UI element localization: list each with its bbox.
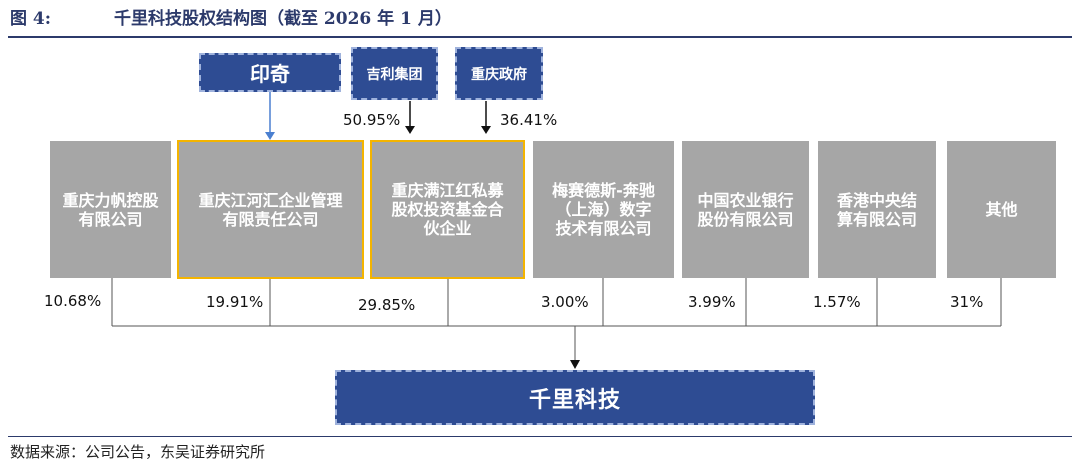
shareholder-others: 其他 [947, 141, 1056, 278]
percent-hkscc: 1.57% [813, 293, 861, 311]
percent-jianghehui: 19.91% [206, 293, 264, 311]
footer-divider [8, 436, 1072, 437]
figure-title: 图 4: 千里科技股权结构图（截至 2026 年 1 月） [10, 4, 452, 34]
arrowhead-yinqi [265, 132, 275, 140]
stake-gov-percent: 36.41% [500, 111, 558, 129]
entity-chongqing-government: 重庆政府 [455, 47, 543, 100]
stake-geely-percent: 50.95% [343, 111, 401, 129]
shareholder-hkscc: 香港中央结 算有限公司 [818, 141, 936, 278]
shareholder-manjianghong-fund: 重庆满江红私募 股权投资基金合 伙企业 [370, 140, 525, 279]
title-divider [8, 36, 1072, 38]
ownership-bus [111, 278, 1002, 362]
entity-geely-group: 吉利集团 [351, 47, 438, 100]
percent-manjianghong: 29.85% [358, 296, 416, 314]
figure-title-text: 千里科技股权结构图（截至 2026 年 1 月） [114, 9, 452, 29]
entity-yinqi: 印奇 [199, 53, 341, 92]
percent-others: 31% [950, 293, 984, 311]
percent-lifan: 10.68% [44, 292, 102, 310]
arrowhead-geely [405, 126, 415, 134]
percent-mercedes: 3.00% [541, 293, 589, 311]
percent-abc: 3.99% [688, 293, 736, 311]
source-note: 数据来源：公司公告，东吴证券研究所 [10, 443, 266, 461]
shareholder-mercedes-benz-digital: 梅赛德斯-奔驰 （上海）数字 技术有限公司 [533, 141, 674, 278]
shareholder-agricultural-bank: 中国农业银行 股份有限公司 [682, 141, 809, 278]
arrowhead-gov [481, 126, 491, 134]
company-qianli-technology: 千里科技 [335, 370, 815, 425]
shareholder-lifan-holdings: 重庆力帆控股 有限公司 [50, 141, 171, 278]
shareholder-jianghehui: 重庆江河汇企业管理 有限责任公司 [177, 140, 364, 279]
figure-label: 图 4: [10, 9, 52, 29]
arrowhead-to-company [570, 360, 580, 369]
